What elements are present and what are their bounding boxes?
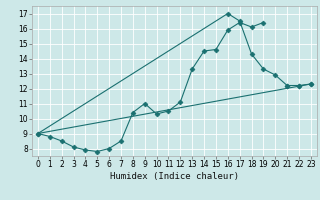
X-axis label: Humidex (Indice chaleur): Humidex (Indice chaleur) — [110, 172, 239, 181]
